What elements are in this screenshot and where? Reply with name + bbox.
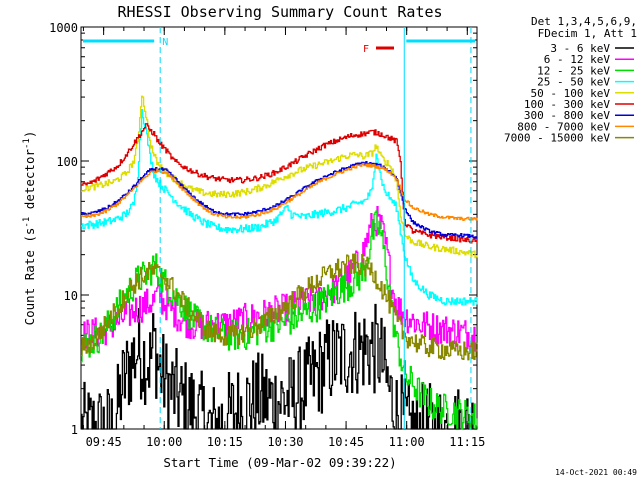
legend-header-1: Det 1,3,4,5,6,9, <box>531 15 637 28</box>
legend: Det 1,3,4,5,6,9, FDecim 1, Att 1 3 - 6 k… <box>504 15 637 145</box>
chart-title: RHESSI Observing Summary Count Rates <box>117 3 442 21</box>
legend-label: 6 - 12 keV <box>544 53 611 66</box>
y-axis-label-sup2: -1 <box>22 138 32 149</box>
legend-header-2: FDecim 1, Att 1 <box>538 27 637 40</box>
series-s3_6 <box>81 303 477 430</box>
f-marker-label: F <box>363 44 369 55</box>
legend-label: 100 - 300 keV <box>524 98 610 111</box>
x-tick-labels: 09:45 10:00 10:15 10:30 10:45 11:00 11:15 <box>86 435 486 449</box>
series-s50_100 <box>81 95 478 259</box>
series-s6_12 <box>81 205 478 352</box>
x-tick-label: 10:30 <box>267 435 303 449</box>
y-tick-label: 10 <box>64 289 78 303</box>
overlay-marks: NF <box>83 27 475 429</box>
x-axis-label: Start Time (09-Mar-02 09:39:22) <box>163 455 396 470</box>
y-tick-label: 1 <box>71 423 78 437</box>
legend-label: 300 - 800 keV <box>524 109 610 122</box>
plot-frame <box>80 26 478 430</box>
series-s7000_15000 <box>81 253 478 361</box>
y-tick-label: 1000 <box>49 21 78 35</box>
legend-label: 50 - 100 keV <box>531 87 611 100</box>
y-tick-label: 100 <box>56 155 78 169</box>
series-s25_50 <box>81 109 478 306</box>
y-axis-label-end: ) <box>22 131 37 139</box>
legend-label: 3 - 6 keV <box>550 42 610 55</box>
series-s100_300 <box>81 123 478 244</box>
y-axis-label-main: Count Rate (s <box>22 228 37 326</box>
x-tick-label: 11:00 <box>389 435 425 449</box>
legend-label: 800 - 7000 keV <box>517 120 610 133</box>
y-axis-label-mid: detector <box>22 149 37 217</box>
series-lines <box>81 95 478 430</box>
axis-ticks <box>81 27 477 430</box>
y-axis-label-sup1: -1 <box>22 217 32 228</box>
y-tick-labels: 1 10 100 1000 <box>49 21 78 437</box>
legend-label: 25 - 50 keV <box>537 76 610 89</box>
x-tick-label: 09:45 <box>86 435 122 449</box>
x-tick-label: 11:15 <box>449 435 485 449</box>
n-marker-label: N <box>162 37 168 48</box>
x-tick-label: 10:15 <box>207 435 243 449</box>
legend-label: 12 - 25 keV <box>537 64 610 77</box>
series-s800_7000 <box>81 162 478 222</box>
timestamp: 14-Oct-2021 00:49 <box>555 468 637 477</box>
x-tick-label: 10:00 <box>146 435 182 449</box>
y-axis-label: Count Rate (s-1 detector-1) <box>22 131 37 326</box>
series-s300_800 <box>81 161 478 239</box>
legend-label: 7000 - 15000 keV <box>504 132 610 145</box>
x-tick-label: 10:45 <box>328 435 364 449</box>
